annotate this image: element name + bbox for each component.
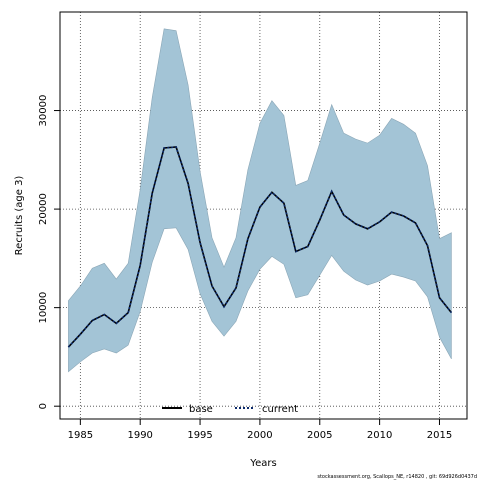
footnote: stockassessment.org, Scallops_NE, r14820…: [317, 474, 477, 480]
y-axis-ticks: 0 10000 20000 30000: [38, 95, 60, 409]
x-axis-ticks: 1985 1990 1995 2000 2005 2010 2015: [68, 419, 452, 441]
x-tick-label: 1985: [68, 430, 93, 441]
x-axis-title: Years: [249, 458, 276, 469]
y-tick-label: 0: [38, 403, 49, 409]
plot-frame: [59, 11, 468, 420]
y-tick-label: 10000: [38, 292, 49, 324]
x-tick-label: 2005: [307, 430, 332, 441]
y-tick-label: 30000: [38, 95, 49, 127]
x-tick-label: 1995: [187, 430, 212, 441]
legend-base-label: base: [189, 404, 213, 415]
x-tick-label: 1990: [127, 430, 152, 441]
y-tick-label: 20000: [38, 193, 49, 225]
confidence-band: [68, 28, 452, 373]
legend-current-label: current: [262, 404, 298, 415]
y-axis-title: Recruits (age 3): [14, 176, 25, 256]
series-lines: [67, 146, 453, 348]
legend: base current: [162, 404, 298, 415]
series-line-current: [67, 146, 453, 348]
x-tick-label: 2000: [247, 430, 272, 441]
x-tick-label: 2015: [427, 430, 452, 441]
x-tick-label: 2010: [367, 430, 392, 441]
